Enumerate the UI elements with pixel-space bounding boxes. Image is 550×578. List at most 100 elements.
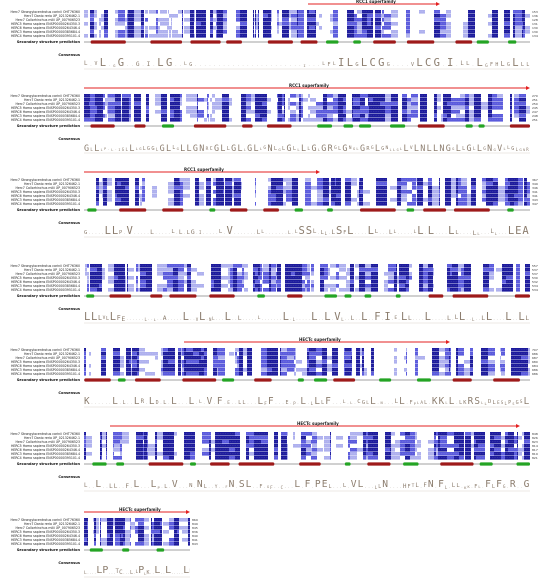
sequence-end-position: 686 (532, 372, 538, 376)
residue-texture (84, 433, 530, 458)
secondary-structure-track (84, 124, 530, 128)
sequence-end-position: 840 (192, 534, 198, 538)
sequence-name: Herc7 Callorhinchus milii XP_007906523 (15, 440, 80, 444)
helix-segment (367, 462, 391, 466)
strand-segment (507, 208, 514, 212)
sequence-name: HERC4 Homo sapiens ENSP00000395101.4 (10, 118, 80, 122)
strand-segment (343, 124, 354, 128)
sequence-end-position: 250 (532, 102, 538, 106)
residue-texture (84, 179, 530, 204)
sequence-end-position: 534 (532, 284, 538, 288)
strand-segment (353, 40, 361, 44)
sequence-name: Herc7 Strongylocentrotus carinii OHT7636… (10, 10, 80, 14)
sequence-name: HERC6 Homo sapiens ENSP00000264346.4 (10, 194, 80, 198)
sequence-name: HERC4 Homo sapiens ENSP00000395101.4 (10, 202, 80, 206)
strand-segment (117, 378, 126, 382)
residue-texture (84, 519, 190, 544)
sequence-name: HERC6 Homo sapiens ENSP00000264346.4 (10, 448, 80, 452)
strand-segment (86, 294, 95, 298)
sequence-end-position: 814 (532, 444, 538, 448)
strand-segment (314, 378, 328, 382)
superfamily-label: HECTc superfamily (119, 507, 161, 512)
secondary-structure-label: Secondary structure prediction (16, 208, 80, 212)
consensus-sequence: L · · L · · L L · · F · L · · · L P · L · V · · · N · N L · · Y · · F N · S L ·… (84, 479, 530, 490)
strand-segment (209, 208, 216, 212)
helix-segment (452, 294, 489, 298)
sequence-end-position: 367 (532, 178, 538, 182)
sequence-end-position: 537 (532, 272, 538, 276)
helix-segment (333, 378, 356, 382)
sequence-end-position: 684 (532, 364, 538, 368)
sequence-end-position: 817 (532, 448, 538, 452)
sequence-end-position: 341 (532, 194, 538, 198)
sequence-end-position: 248 (532, 114, 538, 118)
strand-segment (190, 462, 196, 466)
helix-segment (242, 124, 253, 128)
superfamily-arrow-head (186, 510, 190, 514)
strand-segment (403, 462, 419, 466)
sequence-end-position: 134 (532, 34, 538, 38)
superfamily-label: RCC1 superfamily (184, 167, 224, 172)
secondary-structure-track (84, 208, 530, 212)
strand-segment (417, 378, 431, 382)
sequence-name: HERC5 Homo sapiens ENSP00000264350.3 (10, 276, 80, 280)
sequence-name: HERC3 Homo sapiens ENSP00000385684.4 (10, 368, 80, 372)
helix-segment (162, 208, 184, 212)
helix-segment (229, 208, 248, 212)
consensus-sequence: L · V L · G G · · G · I · L G · · L G · · · · · · · · · · · · · · · · · · · · ·… (84, 56, 530, 68)
sequence-name: Herc7 Callorhinchus milii XP_007906523 (15, 102, 80, 106)
strand-segment (324, 294, 337, 298)
sequence-end-position: 821 (532, 456, 538, 460)
strand-segment (161, 124, 175, 128)
sequence-name: Herc7 Callorhinchus milii XP_007906523 (15, 272, 80, 276)
secondary-structure-track (84, 294, 530, 298)
sequence-end-position: 532 (532, 280, 538, 284)
helix-segment (226, 40, 242, 44)
sequence-name: HERC5 Homo sapiens ENSP00000264350.3 (10, 106, 80, 110)
sequence-name: HERC6 Homo sapiens ENSP00000264346.4 (10, 280, 80, 284)
sequence-end-position: 130 (532, 30, 538, 34)
helix-segment (193, 124, 227, 128)
sequence-end-position: 128 (532, 18, 538, 22)
sequence-end-position: 707 (532, 348, 538, 352)
sequence-end-position: 843 (192, 542, 198, 546)
helix-segment (267, 40, 293, 44)
secondary-structure-track (84, 462, 530, 466)
secondary-structure-track (84, 40, 530, 44)
strand-segment (516, 462, 530, 466)
helix-segment (150, 294, 163, 298)
helix-segment (514, 294, 530, 298)
helix-segment (423, 208, 447, 212)
helix-segment (300, 40, 318, 44)
residue-texture (84, 265, 530, 290)
helix-segment (417, 124, 445, 128)
sequence-name: HERC4 Homo sapiens ENSP00000395101.4 (10, 372, 80, 376)
strand-segment (122, 548, 130, 552)
strand-segment (465, 124, 473, 128)
sequence-end-position: 686 (532, 368, 538, 372)
superfamily-label: HECTc superfamily (297, 421, 339, 426)
superfamily-arrow-head (526, 86, 530, 90)
sequence-end-position: 680 (532, 360, 538, 364)
sequence-name: Herc7 Danio rerio XP_021326462.1 (23, 436, 80, 440)
helix-segment (493, 378, 520, 382)
sequence-end-position: 557 (532, 264, 538, 268)
sequence-name: HERC4 Homo sapiens ENSP00000395101.4 (10, 288, 80, 292)
consensus-sequence: L L L V L L F E · · · · · · L · · L · · A · · · · · L · · V L · N L · · · L · ·… (84, 310, 530, 322)
sequence-end-position: 251 (532, 98, 538, 102)
secondary-structure-label: Secondary structure prediction (16, 124, 80, 128)
alignment-block-7 (84, 510, 190, 578)
sequence-name: Herc7 Callorhinchus milii XP_007906523 (15, 18, 80, 22)
sequence-end-position: 686 (532, 352, 538, 356)
sequence-name: Herc7 Danio rerio XP_021326462.1 (23, 522, 80, 526)
secondary-structure-label: Secondary structure prediction (16, 40, 80, 44)
sequence-end-position: 346 (532, 186, 538, 190)
sequence-end-position: 869 (192, 518, 198, 522)
sequence-name: Herc7 Strongylocentrotus carinii OHT7636… (10, 432, 80, 436)
strand-segment (479, 462, 493, 466)
sequence-end-position: 848 (532, 432, 538, 436)
strand-segment (89, 548, 103, 552)
helix-segment (90, 124, 115, 128)
